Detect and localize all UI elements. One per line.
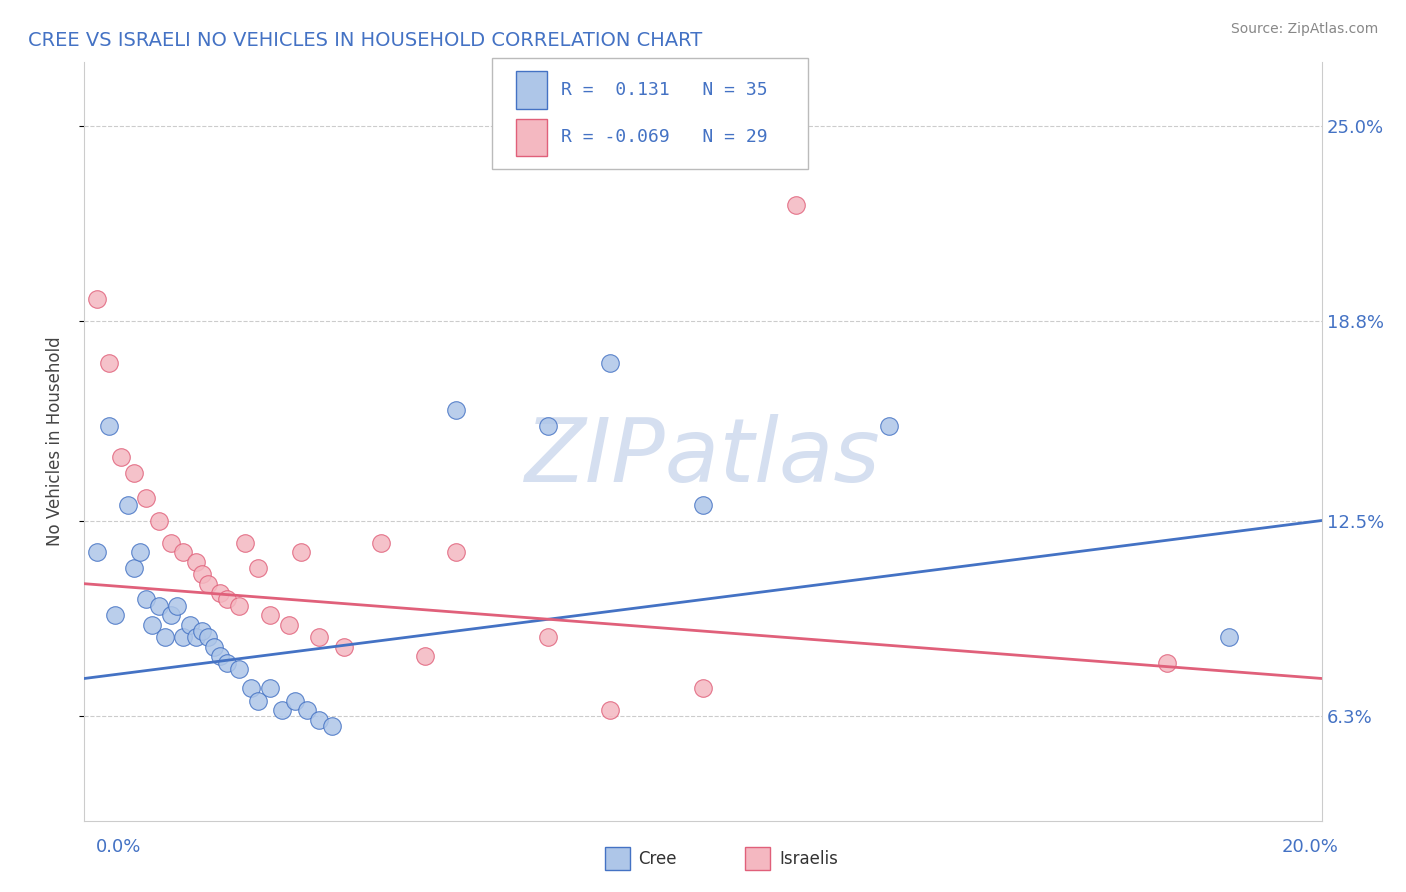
Point (141, 617, 163, 632)
Point (117, 498, 139, 512)
Point (692, 681, 714, 695)
Text: R = -0.069   N = 29: R = -0.069 N = 29 (561, 128, 768, 146)
Point (122, 466, 145, 480)
Point (246, 561, 269, 575)
Point (537, 418, 560, 433)
Point (284, 693, 307, 707)
Point (259, 681, 281, 695)
Text: R =  0.131   N = 35: R = 0.131 N = 35 (561, 81, 768, 99)
Text: Cree: Cree (638, 849, 676, 868)
Point (444, 403, 467, 417)
Point (290, 545, 312, 559)
Point (271, 703, 294, 717)
Text: Source: ZipAtlas.com: Source: ZipAtlas.com (1230, 22, 1378, 37)
Point (370, 535, 392, 549)
Point (135, 592, 157, 607)
Point (160, 608, 183, 623)
Point (277, 617, 299, 632)
Point (197, 631, 219, 645)
Point (1218, 631, 1240, 645)
Point (110, 450, 132, 465)
Point (209, 586, 232, 600)
Point (413, 649, 436, 664)
Point (129, 545, 152, 559)
Y-axis label: No Vehicles in Household: No Vehicles in Household (45, 336, 63, 547)
Point (184, 631, 207, 645)
Point (98, 418, 121, 433)
Text: ZIPatlas: ZIPatlas (526, 414, 880, 500)
Point (197, 576, 219, 591)
Point (599, 703, 621, 717)
Point (228, 662, 250, 676)
Point (246, 693, 269, 707)
Text: 0.0%: 0.0% (96, 838, 141, 855)
Text: CREE VS ISRAELI NO VEHICLES IN HOUSEHOLD CORRELATION CHART: CREE VS ISRAELI NO VEHICLES IN HOUSEHOLD… (28, 31, 703, 50)
Point (877, 418, 900, 433)
Point (321, 719, 343, 733)
Point (191, 567, 214, 582)
Point (295, 703, 318, 717)
Point (209, 649, 232, 664)
Point (153, 631, 176, 645)
Point (240, 681, 263, 695)
Point (444, 545, 467, 559)
Point (233, 535, 256, 549)
Point (599, 355, 621, 369)
Point (692, 498, 714, 512)
Point (172, 631, 194, 645)
Point (215, 592, 238, 607)
Point (215, 656, 238, 670)
Point (333, 640, 356, 654)
Text: 20.0%: 20.0% (1282, 838, 1339, 855)
Point (202, 640, 225, 654)
Point (104, 608, 127, 623)
Point (785, 197, 807, 211)
Point (184, 555, 207, 569)
Point (172, 545, 194, 559)
Point (86, 293, 108, 307)
Text: Israelis: Israelis (779, 849, 838, 868)
Point (308, 631, 330, 645)
Point (537, 631, 560, 645)
Point (160, 535, 183, 549)
Point (86, 545, 108, 559)
Point (259, 608, 281, 623)
Point (1156, 656, 1178, 670)
Point (179, 617, 201, 632)
Point (135, 491, 157, 506)
Point (148, 514, 170, 528)
Point (122, 561, 145, 575)
Point (228, 599, 250, 613)
Point (166, 599, 188, 613)
Point (148, 599, 170, 613)
Point (191, 624, 214, 639)
Point (98, 355, 121, 369)
Point (308, 713, 330, 727)
